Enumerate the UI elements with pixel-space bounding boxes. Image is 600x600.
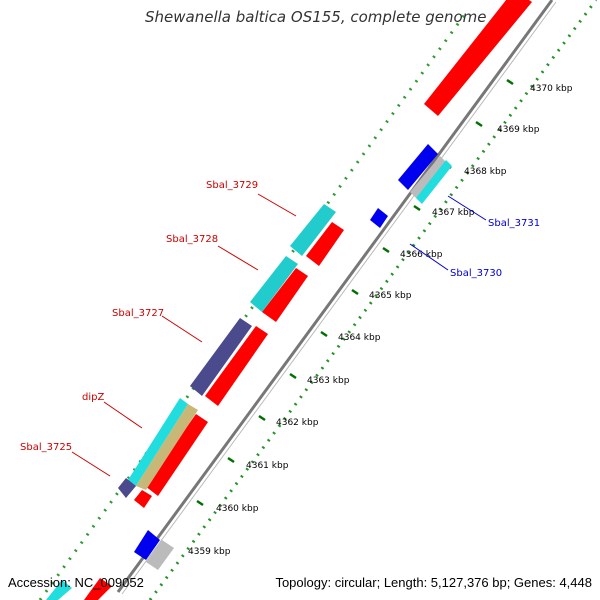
genome-summary-text: Topology: circular; Length: 5,127,376 bp… xyxy=(275,575,592,590)
gene-cyan-3731 xyxy=(416,160,452,204)
genome-backbone xyxy=(116,0,557,595)
forward-strand-features xyxy=(84,0,532,600)
gene-cyan-3728 xyxy=(250,256,298,312)
gene-cyan-3729 xyxy=(290,204,336,256)
gene-red-3727 xyxy=(205,326,268,406)
gene-gray-3731a xyxy=(410,156,446,198)
label-sbal-3727: Sbal_3727 xyxy=(112,308,164,319)
gene-labels-right: Sbal_3731 Sbal_3730 xyxy=(409,195,540,279)
outer-track-features xyxy=(46,204,336,600)
reverse-strand-features xyxy=(134,144,452,570)
label-sbal-3730: Sbal_3730 xyxy=(450,268,502,279)
tick-label-4363: 4363 kbp xyxy=(307,376,350,386)
tick-label-4361: 4361 kbp xyxy=(246,461,289,471)
gene-red-bottom xyxy=(84,578,112,600)
label-sbal-3729: Sbal_3729 xyxy=(206,180,258,191)
accession-text: Accession: NC_009052 xyxy=(8,575,144,590)
tick-label-4366: 4366 kbp xyxy=(400,250,443,260)
gene-red-3728 xyxy=(262,268,308,322)
gene-red-small xyxy=(134,490,152,508)
tick-labels: 4359 kbp 4360 kbp 4361 kbp 4362 kbp 4363… xyxy=(188,84,573,557)
tick-label-4360: 4360 kbp xyxy=(216,504,259,514)
map-title: Shewanella baltica OS155, complete genom… xyxy=(145,8,486,26)
gene-cyan-dipz xyxy=(128,398,188,486)
label-sbal-3731: Sbal_3731 xyxy=(488,218,540,229)
gene-gray-bottom xyxy=(146,540,174,570)
label-sbal-3725: Sbal_3725 xyxy=(20,442,72,453)
gene-blue-small xyxy=(370,208,388,228)
gene-purple-3727 xyxy=(190,318,252,396)
gene-blue-bottom xyxy=(134,530,160,560)
major-ticks xyxy=(163,78,514,552)
gene-labels-left: Sbal_3729 Sbal_3728 Sbal_3727 dipZ Sbal_… xyxy=(20,180,297,477)
tick-label-4365: 4365 kbp xyxy=(369,291,412,301)
gene-cyan-bottom xyxy=(46,580,72,600)
label-dipz: dipZ xyxy=(82,392,104,403)
gene-red-dipz xyxy=(145,414,208,496)
tick-label-4368: 4368 kbp xyxy=(464,167,507,177)
gene-red-3729 xyxy=(306,222,344,266)
tick-label-4362: 4362 kbp xyxy=(276,418,319,428)
gene-red-top xyxy=(424,0,532,116)
tick-label-4367: 4367 kbp xyxy=(432,208,475,218)
tick-track-outer xyxy=(38,9,470,600)
tick-label-4370: 4370 kbp xyxy=(530,84,573,94)
tick-label-4359: 4359 kbp xyxy=(188,547,231,557)
gene-purple-3725 xyxy=(118,478,136,498)
gene-tan-dipz xyxy=(136,404,198,490)
gene-blue-3730 xyxy=(398,144,438,190)
tick-label-4369: 4369 kbp xyxy=(497,125,540,135)
tick-label-4364: 4364 kbp xyxy=(338,333,381,343)
label-sbal-3728: Sbal_3728 xyxy=(166,234,218,245)
